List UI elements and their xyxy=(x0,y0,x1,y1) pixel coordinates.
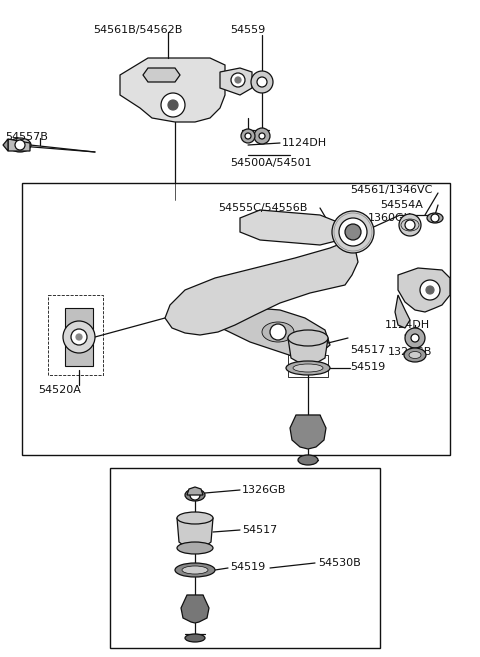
Circle shape xyxy=(257,77,267,87)
Circle shape xyxy=(251,71,273,93)
Text: 54561B/54562B: 54561B/54562B xyxy=(93,25,182,35)
Circle shape xyxy=(76,334,82,340)
Text: 54557B: 54557B xyxy=(5,132,48,142)
Ellipse shape xyxy=(298,455,318,465)
Text: 54555C/54556B: 54555C/54556B xyxy=(218,203,307,213)
Bar xyxy=(48,295,103,375)
Circle shape xyxy=(405,220,415,230)
Text: 54530B: 54530B xyxy=(318,558,361,568)
Polygon shape xyxy=(220,68,252,95)
Circle shape xyxy=(15,140,25,150)
Circle shape xyxy=(241,129,255,143)
Text: 54561/1346VC: 54561/1346VC xyxy=(350,185,432,195)
Bar xyxy=(65,308,93,366)
Bar xyxy=(110,468,380,648)
Polygon shape xyxy=(143,68,180,82)
Polygon shape xyxy=(240,210,345,245)
Circle shape xyxy=(168,100,178,110)
Circle shape xyxy=(399,214,421,236)
Ellipse shape xyxy=(177,512,213,524)
Circle shape xyxy=(231,73,245,87)
Ellipse shape xyxy=(339,218,367,246)
Polygon shape xyxy=(187,487,203,495)
Polygon shape xyxy=(120,58,225,122)
Ellipse shape xyxy=(409,351,421,359)
Polygon shape xyxy=(290,415,326,449)
Bar xyxy=(288,355,328,377)
Polygon shape xyxy=(165,240,358,335)
Ellipse shape xyxy=(293,364,323,372)
Ellipse shape xyxy=(177,542,213,554)
Ellipse shape xyxy=(262,322,294,342)
Ellipse shape xyxy=(404,348,426,362)
Polygon shape xyxy=(3,139,8,151)
Circle shape xyxy=(270,324,286,340)
Text: 54500A/54501: 54500A/54501 xyxy=(230,158,312,168)
Text: 54554A: 54554A xyxy=(380,200,423,210)
Ellipse shape xyxy=(9,138,31,152)
Circle shape xyxy=(426,286,434,294)
Polygon shape xyxy=(398,268,450,312)
Ellipse shape xyxy=(175,563,215,577)
Polygon shape xyxy=(395,295,410,328)
Circle shape xyxy=(411,334,419,342)
Text: 54519: 54519 xyxy=(230,562,265,572)
Text: 54571: 54571 xyxy=(410,270,445,280)
Circle shape xyxy=(254,128,270,144)
Ellipse shape xyxy=(332,211,374,253)
Text: 54520A: 54520A xyxy=(38,385,81,395)
Ellipse shape xyxy=(182,566,208,574)
Circle shape xyxy=(345,224,361,240)
Circle shape xyxy=(431,214,439,222)
Circle shape xyxy=(420,280,440,300)
Circle shape xyxy=(190,490,200,500)
Ellipse shape xyxy=(185,634,205,642)
Polygon shape xyxy=(177,518,213,550)
Ellipse shape xyxy=(288,330,328,346)
Circle shape xyxy=(235,77,241,83)
Ellipse shape xyxy=(185,489,205,501)
Polygon shape xyxy=(185,305,330,358)
Text: 54519: 54519 xyxy=(350,362,385,372)
Polygon shape xyxy=(8,139,30,151)
Bar xyxy=(22,183,450,455)
Circle shape xyxy=(245,133,251,139)
Text: 54517: 54517 xyxy=(350,345,385,355)
Circle shape xyxy=(71,329,87,345)
Text: 1326GB: 1326GB xyxy=(388,347,432,357)
Circle shape xyxy=(405,328,425,348)
Text: 1124DH: 1124DH xyxy=(385,320,430,330)
Polygon shape xyxy=(288,338,328,366)
Text: 1326GB: 1326GB xyxy=(242,485,287,495)
Circle shape xyxy=(259,133,265,139)
Ellipse shape xyxy=(286,361,330,375)
Text: 1124DH: 1124DH xyxy=(282,138,327,148)
Text: 1360GK: 1360GK xyxy=(368,213,412,223)
Polygon shape xyxy=(181,595,209,623)
Circle shape xyxy=(161,93,185,117)
Ellipse shape xyxy=(427,213,443,223)
Text: 54559: 54559 xyxy=(230,25,265,35)
Text: 54517: 54517 xyxy=(242,525,277,535)
Circle shape xyxy=(63,321,95,353)
